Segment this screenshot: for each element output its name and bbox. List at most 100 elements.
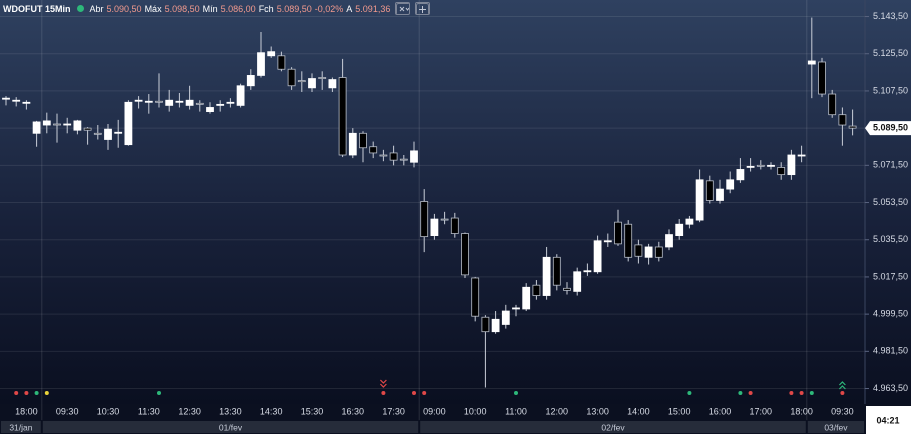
- x-tick-label: 13:30: [219, 406, 242, 416]
- y-tick-label: 5.107,50: [873, 85, 908, 95]
- x-tick-label: 09:00: [423, 406, 446, 416]
- x-tick-label: 14:30: [260, 406, 283, 416]
- candle-body: [257, 52, 265, 76]
- candles: [2, 17, 857, 388]
- candle-body: [807, 60, 816, 65]
- candle-body: [828, 93, 837, 116]
- signal-dot: [748, 391, 753, 395]
- last-price-tag: [865, 121, 911, 136]
- candle-body: [42, 120, 51, 126]
- candle-body: [83, 127, 92, 131]
- candle-body: [542, 256, 551, 296]
- add-icon[interactable]: [415, 2, 431, 15]
- x-tick-label: 10:30: [97, 406, 120, 416]
- x-tick-label: 15:30: [301, 406, 324, 416]
- signal-arrow: [838, 381, 846, 386]
- candle-body: [328, 79, 337, 89]
- plot-background: [0, 0, 911, 404]
- candle-body: [195, 102, 204, 105]
- y-tick-label: 5.017,50: [873, 271, 908, 281]
- x-tick-label: 09:30: [831, 406, 854, 416]
- candle-body: [726, 179, 735, 190]
- summary-value: 5.098,50: [164, 3, 200, 14]
- candle-body: [32, 121, 41, 134]
- candle-body: [461, 233, 469, 276]
- candle-body: [369, 146, 378, 154]
- signal-dot: [412, 391, 416, 395]
- candle-body: [134, 99, 143, 102]
- candle-body: [797, 154, 806, 157]
- summary-name: Mín: [202, 3, 218, 14]
- candle-body: [777, 166, 786, 176]
- signal-dot: [789, 391, 794, 395]
- candle-body: [665, 234, 673, 248]
- x-tick-label: 10:00: [464, 406, 487, 416]
- x-tick-label: 14:00: [627, 406, 650, 416]
- y-tick-label: 5.071,50: [873, 160, 908, 170]
- candle-body: [430, 218, 439, 236]
- tool-icon[interactable]: [395, 2, 411, 15]
- signal-dot: [157, 391, 161, 395]
- y-tick-label: 4.999,50: [873, 309, 908, 319]
- candle-body: [93, 132, 102, 135]
- y-tick-label: 5.143,50: [873, 11, 908, 21]
- candle-body: [287, 68, 296, 87]
- date-label: 01/fev: [219, 422, 243, 432]
- last-price-label: 5.089,50: [873, 123, 908, 133]
- signal-dot: [44, 391, 49, 395]
- candle-body: [440, 218, 449, 221]
- candle-body: [267, 51, 276, 57]
- candle-body: [246, 75, 255, 87]
- candle-body: [277, 55, 286, 70]
- candle-body: [695, 179, 704, 221]
- candle-body: [399, 158, 408, 161]
- candle-body: [654, 246, 663, 258]
- candle-body: [73, 120, 82, 131]
- signal-dot: [738, 391, 743, 395]
- candle-body: [736, 169, 745, 181]
- header: WDOFUT 15Min Abr 5.090,50 Máx 5.098,50 Mín 5.…: [3, 2, 431, 15]
- signal-dot: [14, 391, 19, 395]
- candle-body: [644, 246, 653, 258]
- summary-value: 5.089,50: [276, 3, 312, 14]
- summary-value: -0,02%: [314, 3, 344, 14]
- signal-arrow: [379, 383, 387, 388]
- summary-value: 5.091,36: [355, 3, 391, 14]
- candle-body: [603, 240, 612, 243]
- signal-dot: [422, 391, 427, 395]
- candle-body: [124, 101, 133, 146]
- x-tick-label: 13:00: [586, 406, 609, 416]
- candle-body: [226, 101, 235, 104]
- candle-body: [614, 221, 622, 245]
- candle-body: [756, 164, 765, 167]
- x-tick-label: 09:30: [56, 406, 79, 416]
- candle-body: [53, 123, 61, 126]
- candle-body: [155, 100, 163, 103]
- summary-name: A: [346, 3, 353, 14]
- candle-body: [338, 77, 347, 156]
- candle-body: [236, 85, 245, 106]
- signal-dot: [809, 391, 814, 395]
- signal-arrow: [379, 379, 387, 384]
- x-tick-label: 12:00: [546, 406, 569, 416]
- symbol-title: WDOFUT 15Min: [3, 3, 71, 14]
- x-tick-label: 17:00: [750, 406, 773, 416]
- status-dot: [76, 5, 84, 12]
- candle-body: [573, 271, 582, 292]
- date-box: [420, 421, 806, 433]
- candle-body: [144, 100, 153, 103]
- candle-body: [318, 77, 327, 79]
- countdown: 04:21: [876, 415, 899, 425]
- candle-body: [848, 125, 857, 129]
- candle-body: [471, 277, 480, 317]
- labels: 4.963,50 4.981,50 4.999,50 5.017,50 5.035,50…: [1, 11, 911, 433]
- x-tick-label: 12:30: [178, 406, 201, 416]
- candle-body: [501, 310, 510, 325]
- candle-body: [705, 180, 714, 201]
- candle-body: [216, 103, 225, 106]
- candle-body: [22, 101, 31, 104]
- y-tick-label: 4.981,50: [873, 346, 908, 356]
- summary-name: Abr: [89, 3, 104, 14]
